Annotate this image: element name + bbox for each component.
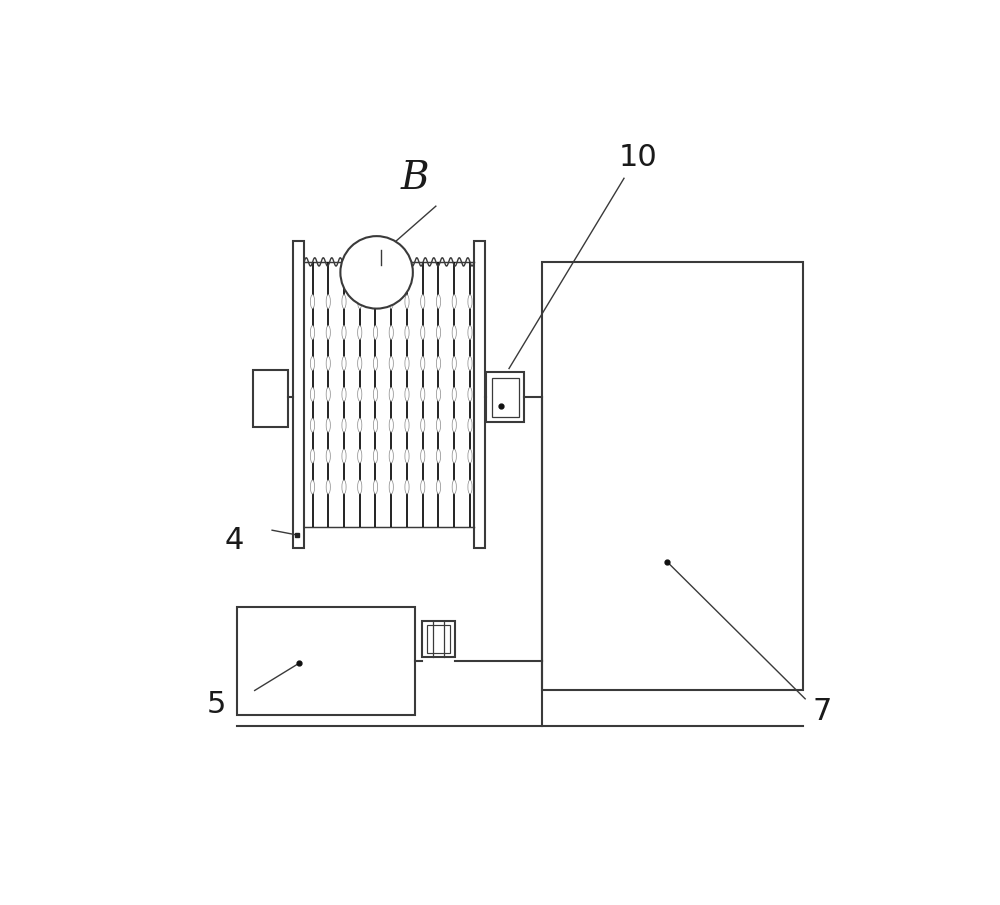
Ellipse shape [436,357,441,370]
Text: 7: 7 [813,697,832,726]
Ellipse shape [436,387,441,401]
Ellipse shape [468,295,472,309]
Ellipse shape [342,326,346,339]
Ellipse shape [373,480,378,494]
Ellipse shape [358,449,362,463]
Ellipse shape [342,387,346,401]
Ellipse shape [452,326,456,339]
Ellipse shape [389,418,393,433]
Ellipse shape [326,295,330,309]
Ellipse shape [342,449,346,463]
Ellipse shape [326,418,330,433]
Ellipse shape [310,357,315,370]
Ellipse shape [452,480,456,494]
Ellipse shape [436,480,441,494]
Ellipse shape [421,449,425,463]
Ellipse shape [326,480,330,494]
Ellipse shape [310,326,315,339]
Ellipse shape [358,295,362,309]
Ellipse shape [389,326,393,339]
Ellipse shape [468,480,472,494]
Ellipse shape [358,418,362,433]
Ellipse shape [436,418,441,433]
Ellipse shape [452,295,456,309]
Ellipse shape [452,418,456,433]
Ellipse shape [405,449,409,463]
Ellipse shape [342,480,346,494]
Ellipse shape [421,357,425,370]
Ellipse shape [358,387,362,401]
Ellipse shape [405,387,409,401]
Ellipse shape [389,387,393,401]
Ellipse shape [326,357,330,370]
Ellipse shape [389,449,393,463]
Bar [253,370,288,427]
Ellipse shape [468,357,472,370]
Text: 10: 10 [619,143,657,172]
Ellipse shape [436,295,441,309]
Ellipse shape [326,449,330,463]
Ellipse shape [421,295,425,309]
Ellipse shape [389,480,393,494]
Ellipse shape [468,387,472,401]
Text: B: B [401,160,429,196]
Ellipse shape [358,480,362,494]
Ellipse shape [310,480,315,494]
Bar [293,241,304,548]
Bar [372,265,385,286]
Ellipse shape [326,326,330,339]
Bar [474,241,485,548]
Ellipse shape [421,326,425,339]
Ellipse shape [310,387,315,401]
Ellipse shape [310,418,315,433]
Bar [486,372,524,422]
Ellipse shape [373,357,378,370]
Ellipse shape [421,418,425,433]
Ellipse shape [405,480,409,494]
Text: 5: 5 [207,690,226,719]
Ellipse shape [405,418,409,433]
Ellipse shape [436,326,441,339]
Ellipse shape [373,295,378,309]
Ellipse shape [342,295,346,309]
Ellipse shape [468,418,472,433]
Ellipse shape [405,326,409,339]
Ellipse shape [405,357,409,370]
Ellipse shape [436,449,441,463]
Ellipse shape [373,449,378,463]
Ellipse shape [389,357,393,370]
Bar [237,607,415,715]
Bar [427,625,450,653]
Ellipse shape [468,449,472,463]
Ellipse shape [373,387,378,401]
Ellipse shape [310,295,315,309]
Ellipse shape [405,295,409,309]
Ellipse shape [421,387,425,401]
Bar [542,262,803,691]
Ellipse shape [310,449,315,463]
Ellipse shape [468,326,472,339]
Ellipse shape [373,326,378,339]
Ellipse shape [326,387,330,401]
Ellipse shape [421,480,425,494]
Ellipse shape [342,418,346,433]
Circle shape [340,236,413,309]
Ellipse shape [389,295,393,309]
Bar [422,621,455,657]
Bar [492,377,519,416]
Ellipse shape [358,357,362,370]
Text: 4: 4 [224,526,243,555]
Ellipse shape [452,357,456,370]
Ellipse shape [452,387,456,401]
Ellipse shape [358,326,362,339]
Ellipse shape [452,449,456,463]
Ellipse shape [342,357,346,370]
Ellipse shape [373,418,378,433]
